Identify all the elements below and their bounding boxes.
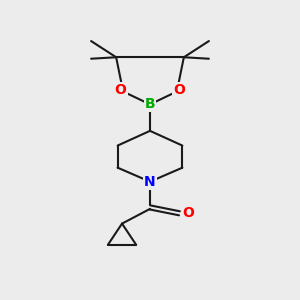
Text: O: O (182, 206, 194, 220)
Text: O: O (173, 82, 185, 97)
Text: O: O (115, 82, 127, 97)
Text: B: B (145, 98, 155, 111)
Text: N: N (144, 176, 156, 189)
